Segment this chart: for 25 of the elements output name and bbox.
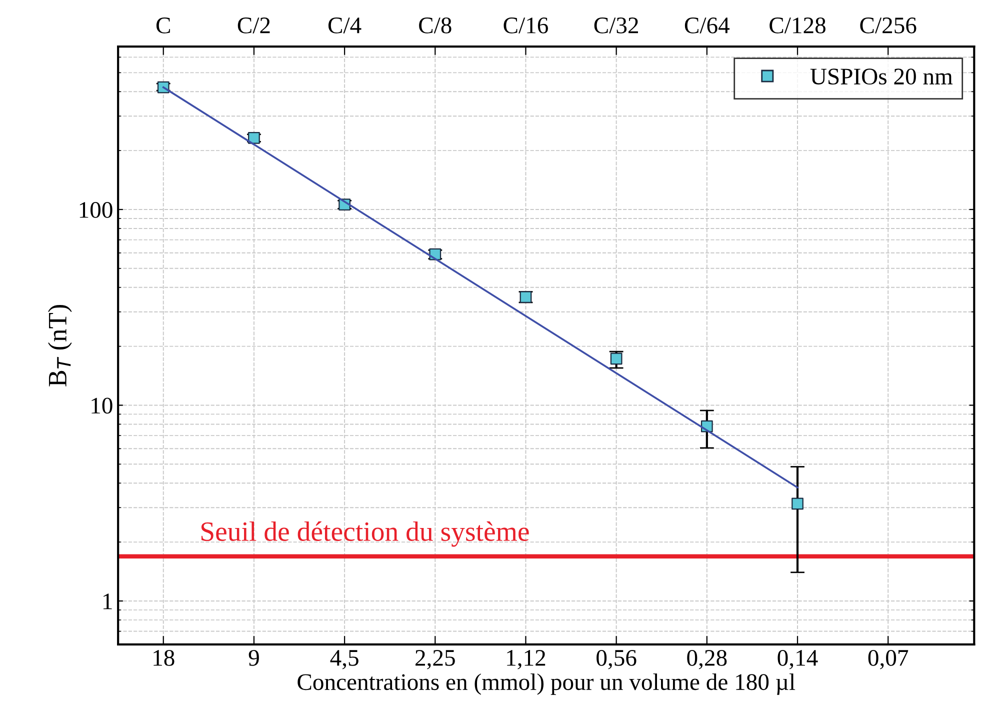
x-tick-label: 18 <box>154 650 174 666</box>
x-tick-label: 0,28 <box>687 650 727 670</box>
legend-label: USPIOs 20 nm <box>810 68 953 85</box>
text: C <box>156 18 170 34</box>
text: C/2 <box>238 18 270 34</box>
text: C/32 <box>594 18 638 34</box>
y-tick-label: 100 <box>80 202 112 218</box>
ref-line-label: Seuil de détection du système <box>201 521 529 547</box>
text: C/4 <box>328 18 362 34</box>
x-tick-label: 0,07 <box>868 650 908 670</box>
x-tick-label: 4,5 <box>330 650 358 670</box>
y-tick-label: 1 <box>103 594 112 610</box>
text: C/128 <box>770 17 826 34</box>
text: C/256 <box>860 18 916 34</box>
x-tick-label: 1,12 <box>507 650 546 670</box>
x-axis-title: Concentrations en (mmol) pour un volume de 180 µl <box>298 673 796 695</box>
y-axis-title: B$_{T}$ (nT) <box>48 304 72 386</box>
x-tick-label: 9 <box>248 650 259 666</box>
x-tick-label: 2,25 <box>416 650 455 670</box>
text: C/64 <box>684 18 730 34</box>
y-tick-label: 10 <box>92 398 112 414</box>
text: C/16 <box>504 18 548 34</box>
text: C/8 <box>419 17 452 34</box>
x-tick-label: 0,56 <box>596 650 636 670</box>
x-tick-label: 0,14 <box>778 650 818 670</box>
